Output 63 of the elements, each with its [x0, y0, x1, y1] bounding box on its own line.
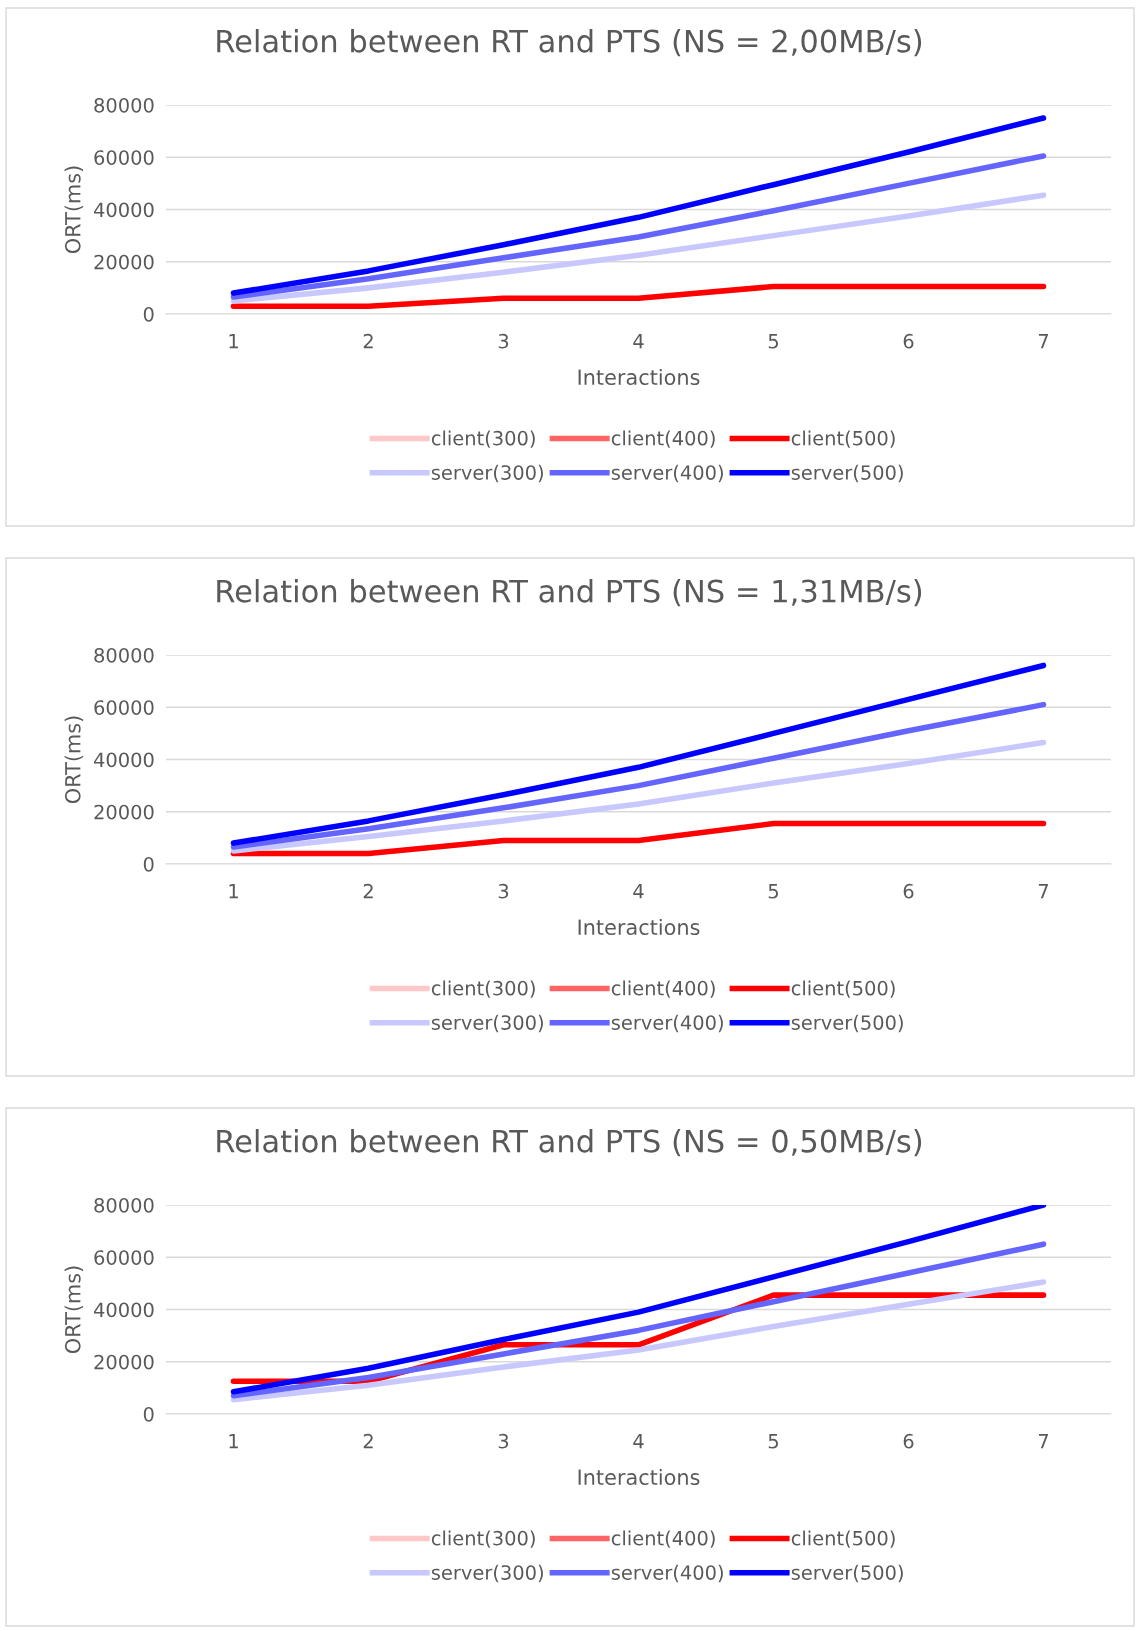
x-tick-label: 3: [498, 1433, 509, 1449]
x-tick-label: 4: [633, 1434, 644, 1449]
y-tick-label: 40000: [93, 752, 154, 768]
legend-label: server(300): [431, 464, 543, 483]
x-tick-label: 7: [1038, 1434, 1049, 1449]
y-tick-label: 20000: [94, 254, 154, 270]
x-tick-label: 6: [903, 1433, 914, 1449]
legend-label: client(300): [431, 1530, 535, 1548]
y-tick-label: 80000: [94, 1197, 154, 1213]
x-tick-label: 6: [903, 883, 914, 899]
y-tick-label: 0: [143, 1406, 154, 1422]
legend-label: server(500): [791, 1564, 903, 1583]
legend-label: client(400): [611, 980, 715, 998]
legend-label: client(400): [611, 1530, 715, 1548]
x-tick-label: 1: [229, 884, 238, 899]
x-tick-label: 2: [363, 883, 373, 899]
y-tick-label: 40000: [93, 202, 154, 218]
x-tick-label: 4: [633, 334, 644, 349]
x-tick-label: 2: [363, 1433, 373, 1449]
y-tick-label: 60000: [94, 1250, 154, 1265]
x-tick-label: 2: [363, 333, 373, 349]
x-tick-label: 1: [229, 1434, 238, 1449]
chart-title: Relation between RT and PTS (NS = 2,00MB/s): [217, 29, 922, 57]
legend-label: client(400): [611, 430, 715, 448]
x-tick-label: 3: [498, 333, 509, 349]
x-tick-label: 5: [768, 1434, 778, 1449]
legend-label: client(500): [791, 980, 895, 998]
legend-label: server(500): [791, 464, 903, 483]
y-tick-label: 0: [143, 306, 154, 322]
x-tick-label: 3: [498, 883, 509, 899]
x-tick-label: 7: [1038, 334, 1049, 349]
x-axis-title: Interactions: [578, 918, 700, 936]
x-tick-label: 5: [768, 884, 778, 899]
legend-label: client(500): [791, 430, 895, 448]
y-tick-label: 80000: [94, 647, 154, 663]
legend-label: server(300): [431, 1014, 543, 1033]
chart-title: Relation between RT and PTS (NS = 1,31MB/s): [217, 579, 922, 607]
legend-label: server(400): [611, 1564, 723, 1583]
y-tick-label: 80000: [94, 97, 154, 113]
legend-label: client(500): [791, 1530, 895, 1548]
x-tick-label: 7: [1038, 884, 1049, 899]
y-axis-title: ORT(ms): [64, 166, 84, 254]
y-tick-label: 40000: [93, 1302, 154, 1318]
legend-label: client(300): [431, 980, 535, 998]
y-axis-title: ORT(ms): [64, 716, 84, 804]
legend-label: client(300): [431, 430, 535, 448]
x-tick-label: 6: [903, 333, 914, 349]
y-tick-label: 60000: [94, 150, 154, 165]
x-tick-label: 4: [633, 884, 644, 899]
x-axis-title: Interactions: [578, 1468, 700, 1486]
y-axis-title: ORT(ms): [64, 1266, 84, 1354]
y-tick-label: 20000: [94, 804, 154, 820]
x-axis-title: Interactions: [578, 368, 700, 386]
legend-label: server(400): [611, 1014, 723, 1033]
legend-label: server(500): [791, 1014, 903, 1033]
y-tick-label: 60000: [94, 700, 154, 715]
legend-label: server(300): [431, 1564, 543, 1583]
chart-title: Relation between RT and PTS (NS = 0,50MB/s): [217, 1129, 922, 1157]
y-tick-label: 0: [143, 856, 154, 872]
x-tick-label: 1: [229, 334, 238, 349]
x-tick-label: 5: [768, 334, 778, 349]
legend-label: server(400): [611, 464, 723, 483]
y-tick-label: 20000: [94, 1354, 154, 1370]
